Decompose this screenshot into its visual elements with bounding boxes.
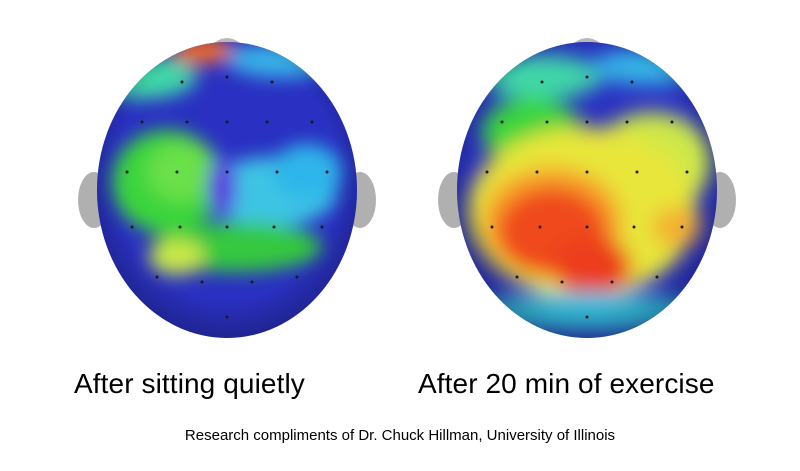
- electrode-dots: [485, 75, 689, 319]
- brain-scan-exercise: [432, 22, 742, 340]
- electrode-dots: [125, 75, 329, 319]
- brain-scan-resting: [72, 22, 382, 340]
- caption-exercise: After 20 min of exercise: [418, 368, 715, 399]
- research-credit: Research compliments of Dr. Chuck Hillma…: [184, 427, 616, 444]
- caption-resting: After sitting quietly: [74, 368, 305, 399]
